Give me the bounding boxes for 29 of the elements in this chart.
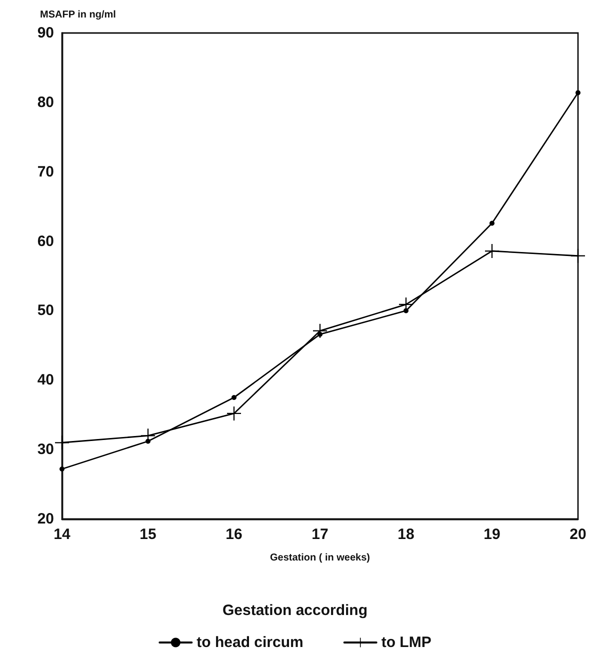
x-tick-label: 15	[140, 526, 156, 543]
x-tick-label: 19	[484, 526, 500, 543]
y-tick-label: 80	[37, 94, 54, 111]
x-axis-title: Gestation ( in weeks)	[270, 552, 370, 564]
point	[232, 395, 236, 400]
y-tick-label: 20	[37, 510, 54, 528]
x-tick-label: 20	[570, 526, 586, 543]
point	[60, 466, 64, 472]
point	[576, 90, 580, 96]
point	[571, 248, 585, 263]
legend-title: Gestation according	[222, 602, 368, 619]
point	[490, 220, 494, 226]
x-tick-label: 16	[226, 526, 242, 543]
point	[55, 436, 69, 450]
y-tick-label: 50	[37, 302, 54, 320]
point	[313, 324, 327, 338]
y-tick-label: 60	[37, 232, 54, 250]
x-tick-label: 18	[398, 526, 414, 543]
x-tick-label: 17	[312, 526, 328, 543]
legend-label: to LMP	[381, 634, 432, 651]
point	[227, 406, 241, 420]
point	[485, 244, 499, 258]
y-tick-label: 40	[37, 372, 54, 389]
y-tick-label: 30	[37, 441, 54, 458]
legend-label: to head circum	[196, 634, 304, 651]
y-axis-title: MSAFP in ng/ml	[40, 10, 116, 20]
x-tick-label: 14	[54, 526, 71, 543]
y-tick-label: 70	[37, 163, 54, 180]
y-tick-label: 90	[37, 24, 54, 42]
